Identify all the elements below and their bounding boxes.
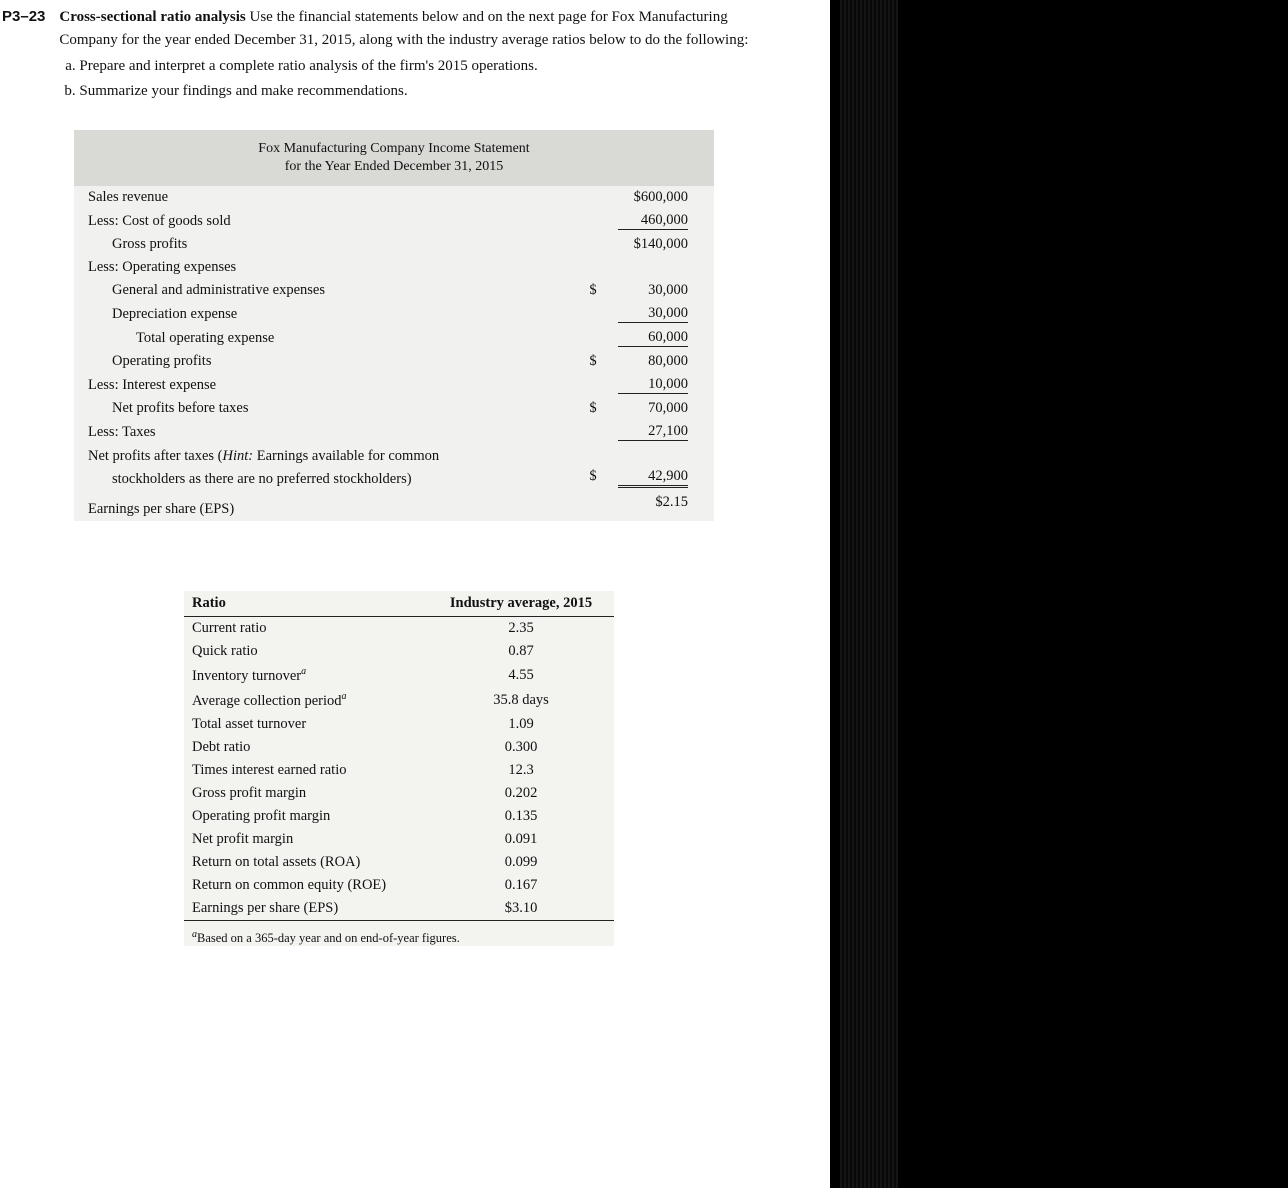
subparts-list: Prepare and interpret a complete ratio a… <box>59 55 759 102</box>
ratio-value: 35.8 days <box>428 688 614 713</box>
income-statement-table: Fox Manufacturing Company Income Stateme… <box>74 130 714 521</box>
row-label: Less: Interest expense <box>74 373 571 397</box>
row-value: $600,000 <box>571 186 714 209</box>
page-edge-black <box>830 0 1288 1188</box>
problem-tag: P3–23 <box>2 6 45 25</box>
row-value: 10,000 <box>571 373 714 397</box>
row-value: $140,000 <box>571 233 714 256</box>
row-label: Earnings per share (EPS) <box>74 491 571 521</box>
stmt-title-line2: for the Year Ended December 31, 2015 <box>285 159 504 174</box>
book-edge-texture <box>840 0 898 1188</box>
row-value: $2.15 <box>571 491 714 521</box>
problem-title: Cross-sectional ratio analysis <box>59 9 245 25</box>
row-label: Net profits before taxes <box>74 397 571 420</box>
ratio-value: 0.300 <box>428 736 614 759</box>
row-value: 60,000 <box>571 326 714 350</box>
row-value: 30,000 <box>571 302 714 326</box>
row-value: 460,000 <box>571 209 714 233</box>
ratio-name: Average collection perioda <box>184 688 428 713</box>
row-label: Net profits after taxes (Hint: Earnings … <box>74 444 571 465</box>
row-value: $42,900 <box>571 465 714 491</box>
row-label: General and administrative expenses <box>74 279 571 302</box>
ratio-name: Debt ratio <box>184 736 428 759</box>
problem-header: P3–23 Cross-sectional ratio analysis Use… <box>4 6 800 104</box>
ratio-value: 2.35 <box>428 617 614 641</box>
row-value: $30,000 <box>571 279 714 302</box>
ratio-table: Ratio Industry average, 2015 Current rat… <box>184 591 614 921</box>
stmt-title-line1: Fox Manufacturing Company Income Stateme… <box>258 141 529 156</box>
ratio-name: Gross profit margin <box>184 782 428 805</box>
ratio-value: 0.135 <box>428 805 614 828</box>
subpart-a: Prepare and interpret a complete ratio a… <box>79 55 759 78</box>
row-label: Operating profits <box>74 350 571 373</box>
page: 5 P3–23 Cross-sectional ratio analysis U… <box>0 0 830 1188</box>
row-label: Sales revenue <box>74 186 571 209</box>
ratio-name: Times interest earned ratio <box>184 759 428 782</box>
row-label: Less: Cost of goods sold <box>74 209 571 233</box>
footnote-marker: a <box>342 691 347 702</box>
row-label: Less: Operating expenses <box>74 256 571 279</box>
subpart-b: Summarize your findings and make recomme… <box>79 80 759 103</box>
ratio-header-value: Industry average, 2015 <box>428 591 614 617</box>
ratio-value: 0.167 <box>428 874 614 897</box>
ratio-value: $3.10 <box>428 897 614 921</box>
ratio-name: Operating profit margin <box>184 805 428 828</box>
footnote-marker: a <box>301 666 306 677</box>
row-value <box>571 256 714 279</box>
ratio-value: 0.091 <box>428 828 614 851</box>
row-label: stockholders as there are no preferred s… <box>74 465 571 491</box>
row-label: Total operating expense <box>74 326 571 350</box>
ratio-value: 0.87 <box>428 640 614 663</box>
ratio-name: Earnings per share (EPS) <box>184 897 428 921</box>
ratio-table-wrap: Ratio Industry average, 2015 Current rat… <box>184 591 614 946</box>
row-label: Depreciation expense <box>74 302 571 326</box>
ratio-name: Current ratio <box>184 617 428 641</box>
ratio-name: Net profit margin <box>184 828 428 851</box>
row-label: Less: Taxes <box>74 420 571 444</box>
ratio-name: Inventory turnovera <box>184 663 428 688</box>
income-statement-title: Fox Manufacturing Company Income Stateme… <box>74 130 714 186</box>
ratio-value: 12.3 <box>428 759 614 782</box>
row-value: $70,000 <box>571 397 714 420</box>
ratio-name: Total asset turnover <box>184 713 428 736</box>
row-label: Gross profits <box>74 233 571 256</box>
problem-intro: Cross-sectional ratio analysis Use the f… <box>59 6 759 104</box>
ratio-value: 0.099 <box>428 851 614 874</box>
ratio-header-name: Ratio <box>184 591 428 617</box>
ratio-name: Quick ratio <box>184 640 428 663</box>
ratio-footnote: aBased on a 365-day year and on end-of-y… <box>184 921 614 946</box>
ratio-value: 1.09 <box>428 713 614 736</box>
row-value: $80,000 <box>571 350 714 373</box>
ratio-name: Return on total assets (ROA) <box>184 851 428 874</box>
ratio-value: 4.55 <box>428 663 614 688</box>
ratio-value: 0.202 <box>428 782 614 805</box>
ratio-name: Return on common equity (ROE) <box>184 874 428 897</box>
row-value: 27,100 <box>571 420 714 444</box>
